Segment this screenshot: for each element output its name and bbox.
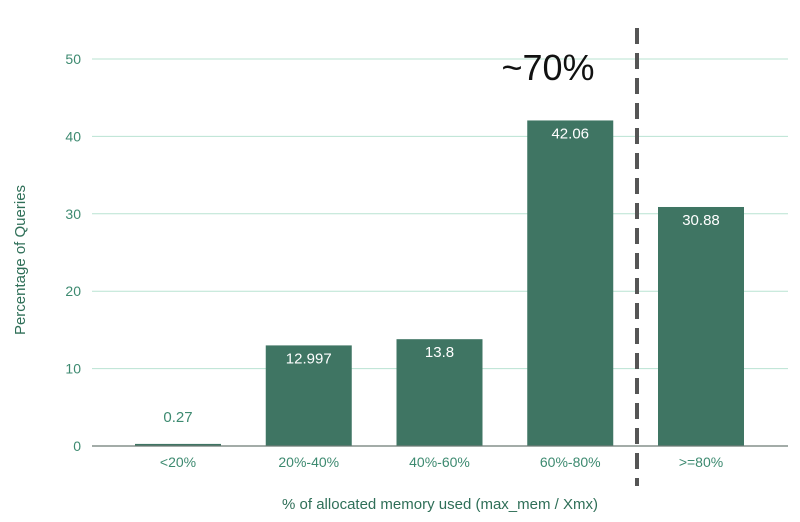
data-label: 42.06 <box>551 125 589 142</box>
x-tick-label: >=80% <box>679 454 723 470</box>
bar <box>265 345 352 446</box>
data-labels: 0.27 12.997 13.8 42.06 30.88 <box>163 125 719 425</box>
annotation-text: ~70% <box>501 47 594 88</box>
y-tick-label: 30 <box>65 206 81 222</box>
data-label: 0.27 <box>163 409 192 426</box>
bar <box>396 339 483 446</box>
y-tick-label: 20 <box>65 283 81 299</box>
x-tick-labels: <20% 20%-40% 40%-60% 60%-80% >=80% <box>160 454 723 470</box>
x-tick-label: <20% <box>160 454 196 470</box>
y-tick-label: 10 <box>65 361 81 377</box>
y-tick-label: 40 <box>65 128 81 144</box>
x-tick-label: 20%-40% <box>278 454 339 470</box>
bar <box>135 443 221 446</box>
data-label: 12.997 <box>286 350 332 367</box>
data-label: 30.88 <box>682 212 720 229</box>
x-tick-label: 60%-80% <box>540 454 601 470</box>
bar <box>658 206 744 446</box>
y-tick-label: 0 <box>73 438 81 454</box>
data-label: 13.8 <box>425 344 454 361</box>
bars <box>135 120 744 446</box>
y-tick-labels: 0 10 20 30 40 50 <box>65 51 81 454</box>
x-tick-label: 40%-60% <box>409 454 470 470</box>
y-tick-label: 50 <box>65 51 81 67</box>
bar <box>527 120 614 446</box>
y-axis-title: Percentage of Queries <box>12 185 29 335</box>
x-axis-title: % of allocated memory used (max_mem / Xm… <box>282 496 598 513</box>
